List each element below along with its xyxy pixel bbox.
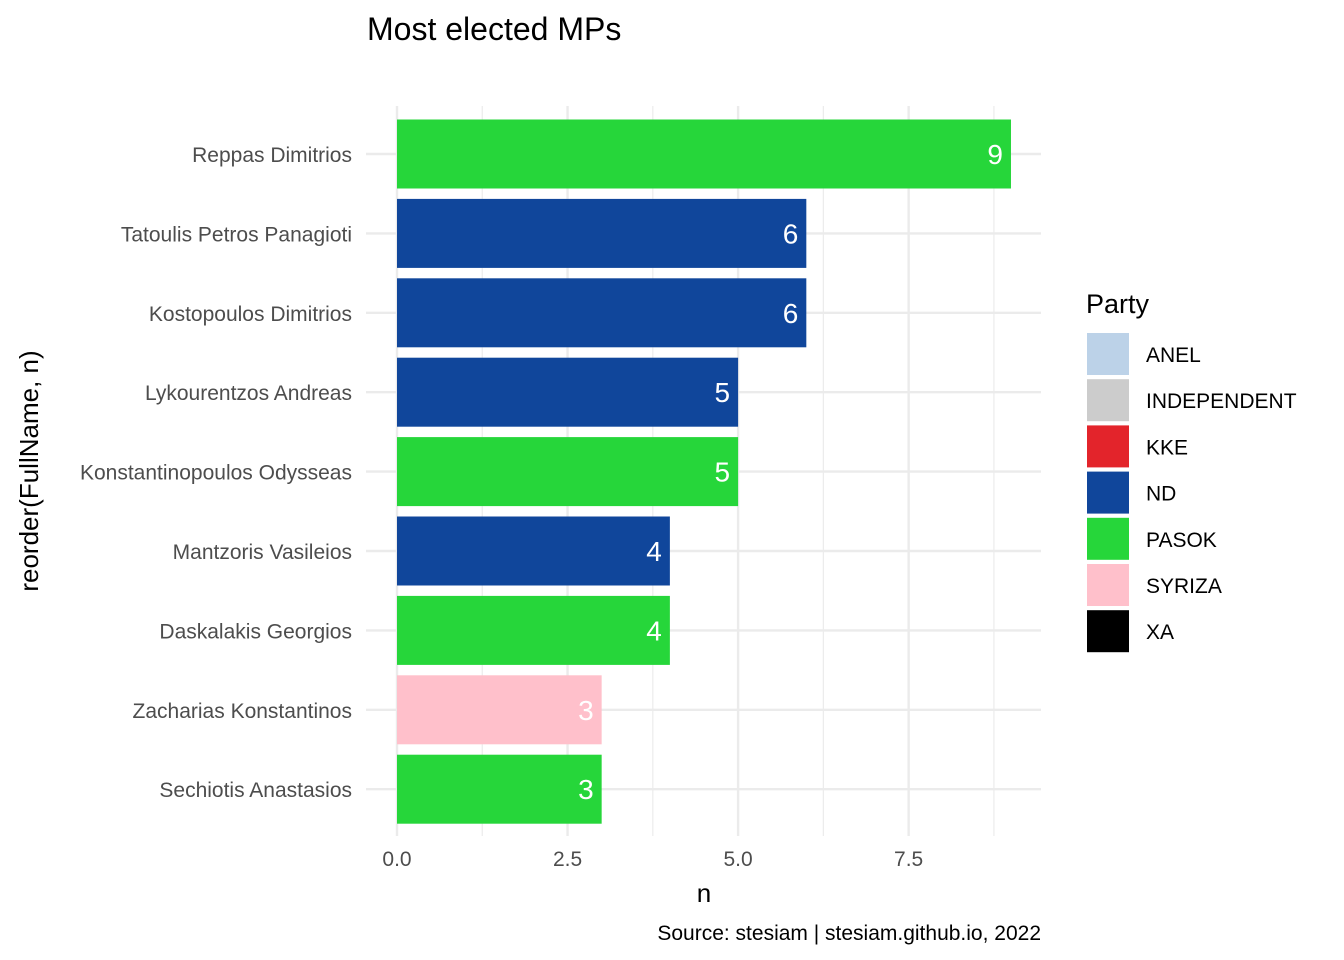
legend-key-5	[1087, 564, 1129, 606]
legend-label-6: XA	[1146, 621, 1174, 644]
legend-label-2: KKE	[1146, 436, 1188, 459]
bar-3	[397, 357, 739, 427]
y-tick-label-4: Konstantinopoulos Odysseas	[80, 462, 352, 485]
y-tick-label-3: Lykourentzos Andreas	[145, 382, 352, 405]
x-tick-label-1: 2.5	[553, 848, 582, 871]
bar-5	[397, 516, 670, 586]
bar-value-label-5: 4	[646, 536, 662, 567]
x-axis-label: n	[697, 878, 711, 908]
legend-label-3: ND	[1146, 483, 1176, 506]
y-tick-label-8: Sechiotis Anastasios	[159, 779, 352, 802]
bar-4	[397, 437, 739, 507]
x-tick-label-0: 0.0	[382, 848, 411, 871]
legend-key-2	[1087, 425, 1129, 468]
bar-value-label-2: 6	[783, 298, 799, 329]
legend-key-4	[1087, 517, 1129, 560]
legend-key-1	[1087, 379, 1129, 422]
legend-key-0	[1087, 333, 1129, 375]
bar-7	[397, 675, 602, 745]
y-tick-label-6: Daskalakis Georgios	[159, 620, 352, 643]
legend: Party ANEL INDEPENDENT KKE ND PASOK SYRIZA XA	[1086, 289, 1297, 653]
y-tick-label-7: Zacharias Konstantinos	[133, 700, 352, 723]
bar-value-label-8: 3	[578, 774, 594, 805]
bar-2	[397, 278, 807, 348]
y-tick-label-2: Kostopoulos Dimitrios	[149, 303, 352, 326]
bar-1	[397, 198, 807, 268]
bar-0	[397, 119, 1011, 189]
legend-key-3	[1087, 471, 1129, 514]
bar-value-label-3: 5	[715, 377, 731, 408]
legend-key-6	[1087, 610, 1129, 653]
y-tick-label-5: Mantzoris Vasileios	[173, 541, 352, 564]
bar-value-label-7: 3	[578, 695, 594, 726]
caption: Source: stesiam | stesiam.github.io, 202…	[657, 922, 1041, 945]
y-axis-label: reorder(FullName, n)	[14, 350, 44, 591]
chart-title: Most elected MPs	[367, 11, 621, 47]
bar-value-label-6: 4	[646, 615, 662, 646]
bars: 9 6 6 5 5 4 4 3 3	[397, 119, 1011, 824]
y-tick-labels: Reppas Dimitrios Tatoulis Petros Panagiot…	[80, 144, 352, 802]
x-tick-label-3: 7.5	[894, 848, 923, 871]
bar-value-label-1: 6	[783, 218, 799, 249]
x-tick-labels: 0.0 2.5 5.0 7.5	[382, 848, 923, 871]
bar-value-label-4: 5	[715, 457, 731, 488]
bar-value-label-0: 9	[987, 139, 1003, 170]
legend-label-4: PASOK	[1146, 529, 1217, 552]
legend-label-1: INDEPENDENT	[1146, 390, 1297, 413]
legend-title: Party	[1086, 289, 1150, 319]
y-tick-label-1: Tatoulis Petros Panagioti	[121, 223, 352, 246]
bar-6	[397, 595, 670, 665]
legend-label-5: SYRIZA	[1146, 575, 1222, 598]
y-tick-label-0: Reppas Dimitrios	[192, 144, 352, 167]
bar-8	[397, 754, 602, 824]
x-tick-label-2: 5.0	[723, 848, 752, 871]
legend-label-0: ANEL	[1146, 344, 1201, 367]
